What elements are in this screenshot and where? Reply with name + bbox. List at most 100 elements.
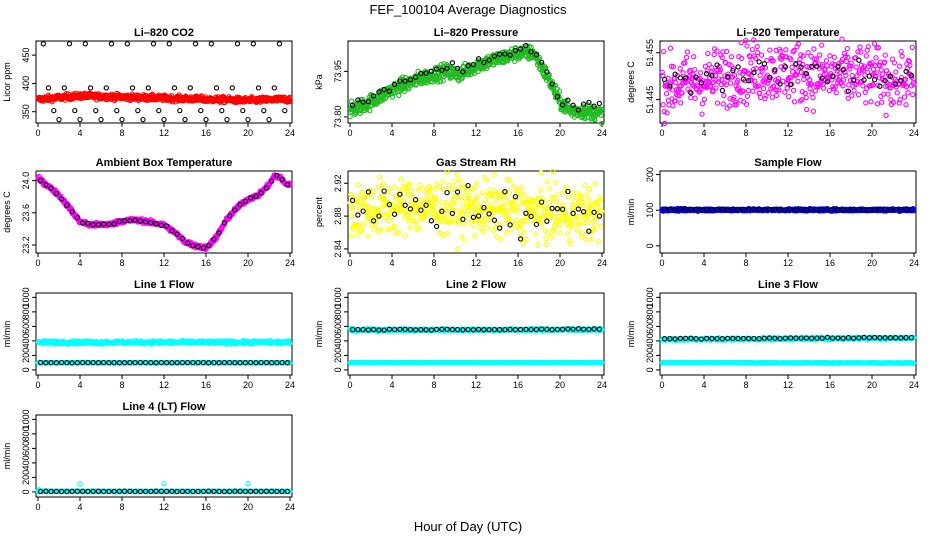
temperature-point — [897, 63, 903, 69]
temperature-point — [858, 49, 864, 55]
temperature-point — [760, 85, 767, 92]
ambient-xtick-label: 12 — [159, 258, 169, 268]
temperature-point — [788, 75, 794, 81]
temperature-point — [764, 57, 770, 64]
temperature-point — [758, 52, 765, 58]
temperature-xtick-label: 0 — [659, 128, 664, 138]
temperature-xtick-label: 12 — [783, 128, 793, 138]
temperature-point — [901, 94, 908, 100]
rh-point — [572, 198, 578, 205]
co2-point — [166, 41, 172, 47]
rh-point — [546, 186, 552, 192]
figure-title: FEF_100104 Average Diagnostics — [369, 2, 567, 17]
rh-point — [565, 194, 572, 201]
pressure-point — [465, 72, 472, 78]
rh-point — [490, 210, 496, 216]
temperature-point — [739, 55, 745, 62]
temperature-point — [743, 101, 750, 108]
temperature-point — [762, 96, 768, 102]
temperature-ytick-label: 51.445 — [645, 86, 655, 114]
temperature-point — [687, 89, 693, 95]
temperature-point — [791, 47, 797, 54]
pressure-title: Li–820 Pressure — [434, 27, 518, 39]
temperature-point — [773, 92, 780, 99]
temperature-point — [668, 80, 674, 86]
sample-xtick-label: 16 — [825, 258, 835, 268]
temperature-point — [885, 91, 891, 97]
temperature-point — [817, 52, 823, 58]
rh-point — [348, 233, 354, 239]
temperature-point — [741, 99, 747, 105]
temperature-ylabel: degrees C — [626, 61, 636, 103]
co2-point — [203, 116, 209, 123]
rh-point — [444, 189, 450, 196]
co2-point — [40, 41, 46, 47]
rh-point — [376, 174, 383, 181]
pressure-point — [470, 61, 477, 68]
temperature-point — [882, 52, 888, 58]
temperature-point — [893, 69, 899, 75]
pressure-point — [402, 78, 408, 84]
pressure-point — [428, 68, 435, 74]
pressure-point — [386, 88, 393, 94]
temperature-point — [677, 75, 684, 81]
rh-point — [524, 218, 531, 224]
pressure-point — [598, 106, 605, 112]
co2-xtick-label: 12 — [159, 128, 169, 138]
temperature-point — [797, 98, 804, 104]
temperature-point — [775, 75, 782, 82]
pressure-point — [591, 103, 597, 109]
co2-point — [255, 85, 262, 91]
pressure-point — [444, 65, 450, 72]
rh-point — [549, 234, 555, 240]
rh-point — [595, 238, 602, 245]
pressure-point — [401, 88, 408, 95]
temperature-point — [748, 60, 754, 66]
rh-point — [428, 218, 435, 224]
rh-point — [440, 186, 447, 192]
ambient-ytick-label: 23.6 — [21, 204, 31, 222]
pressure-point — [435, 79, 441, 85]
temperature-point — [757, 72, 763, 78]
temperature-point — [790, 49, 796, 55]
pressure-point — [418, 70, 424, 77]
pressure-point — [357, 110, 363, 116]
pressure-point — [549, 81, 555, 87]
pressure-point — [407, 77, 414, 83]
temperature-point — [660, 102, 666, 108]
line1-xtick-label: 16 — [201, 380, 211, 390]
pressure-point — [355, 97, 361, 103]
pressure-xtick-label: 12 — [471, 128, 481, 138]
rh-ylabel: percent — [314, 196, 324, 227]
line1-ytick-label: 0 — [21, 367, 31, 372]
pressure-point — [423, 70, 429, 76]
pressure-point — [449, 60, 456, 66]
rh-xtick-label: 24 — [597, 258, 607, 268]
rh-point — [480, 229, 487, 235]
temperature-point — [910, 91, 916, 98]
co2-point — [45, 85, 52, 91]
rh-point — [520, 240, 526, 246]
temperature-point — [719, 87, 726, 94]
line1-title: Line 1 Flow — [134, 279, 194, 291]
rh-point — [498, 236, 504, 242]
rh-point — [455, 246, 461, 252]
temperature-point — [756, 83, 762, 89]
temperature-point — [699, 111, 705, 117]
pressure-point — [481, 59, 487, 66]
sample-title: Sample Flow — [754, 157, 822, 169]
line1-ytick-label: 400 — [21, 333, 31, 348]
temperature-point — [863, 53, 869, 59]
temperature-point — [713, 85, 719, 91]
co2-point — [156, 107, 162, 114]
temperature-point — [756, 59, 762, 65]
pressure-point — [486, 57, 492, 63]
rh-point — [355, 232, 361, 238]
temperature-point — [720, 101, 726, 107]
temperature-point — [855, 91, 862, 98]
sample-xtick-label: 0 — [659, 258, 664, 268]
rh-point — [461, 237, 468, 243]
temperature-point — [853, 64, 859, 70]
temperature-point — [740, 88, 746, 94]
rh-point — [472, 233, 478, 239]
